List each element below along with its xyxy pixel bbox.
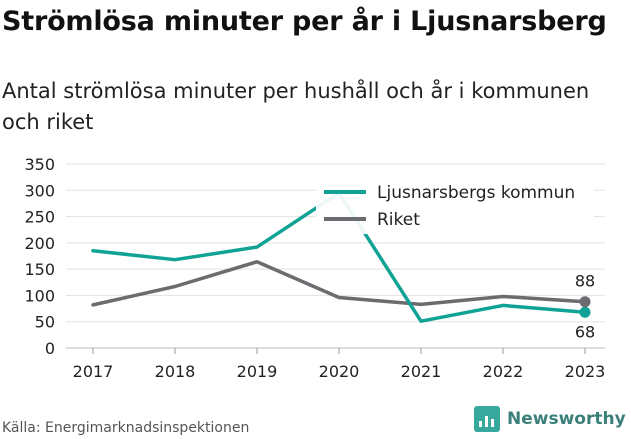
x-tick-label: 2017 (73, 362, 114, 381)
x-tick-label: 2022 (483, 362, 524, 381)
y-tick-label: 250 (24, 208, 55, 227)
end-point-marker (579, 306, 591, 318)
y-tick-label: 0 (45, 339, 55, 358)
brand-logo: Newsworthy (474, 406, 626, 432)
y-tick-label: 150 (24, 260, 55, 279)
chart-subtitle: Antal strömlösa minuter per hushåll och … (2, 79, 590, 134)
series-line (91, 260, 587, 307)
legend-label: Ljusnarsbergs kommun (377, 183, 575, 203)
legend-box (316, 172, 594, 234)
brand-name: Newsworthy (507, 409, 626, 429)
x-tick-label: 2023 (565, 362, 606, 381)
end-value-label: 68 (575, 322, 595, 341)
y-tick-label: 300 (24, 181, 55, 200)
x-tick-label: 2018 (155, 362, 196, 381)
x-tick-label: 2019 (237, 362, 278, 381)
line-chart: 0 50 100 150 200 250 300 350 2017 2018 2019 2020 202… (24, 155, 606, 381)
bar-chart-icon (474, 406, 500, 432)
source-note: Källa: Energimarknadsinspektionen (2, 420, 250, 436)
legend-label: Riket (377, 210, 420, 230)
y-tick-label: 350 (24, 155, 55, 174)
end-point-marker (579, 296, 591, 308)
y-tick-label: 50 (35, 313, 55, 332)
end-value-label: 88 (575, 272, 595, 291)
y-tick-label: 200 (24, 234, 55, 253)
x-tick-label: 2021 (401, 362, 442, 381)
y-tick-label: 100 (24, 286, 55, 305)
x-tick-label: 2020 (319, 362, 360, 381)
chart-title: Strömlösa minuter per år i Ljusnarsberg (2, 6, 607, 37)
